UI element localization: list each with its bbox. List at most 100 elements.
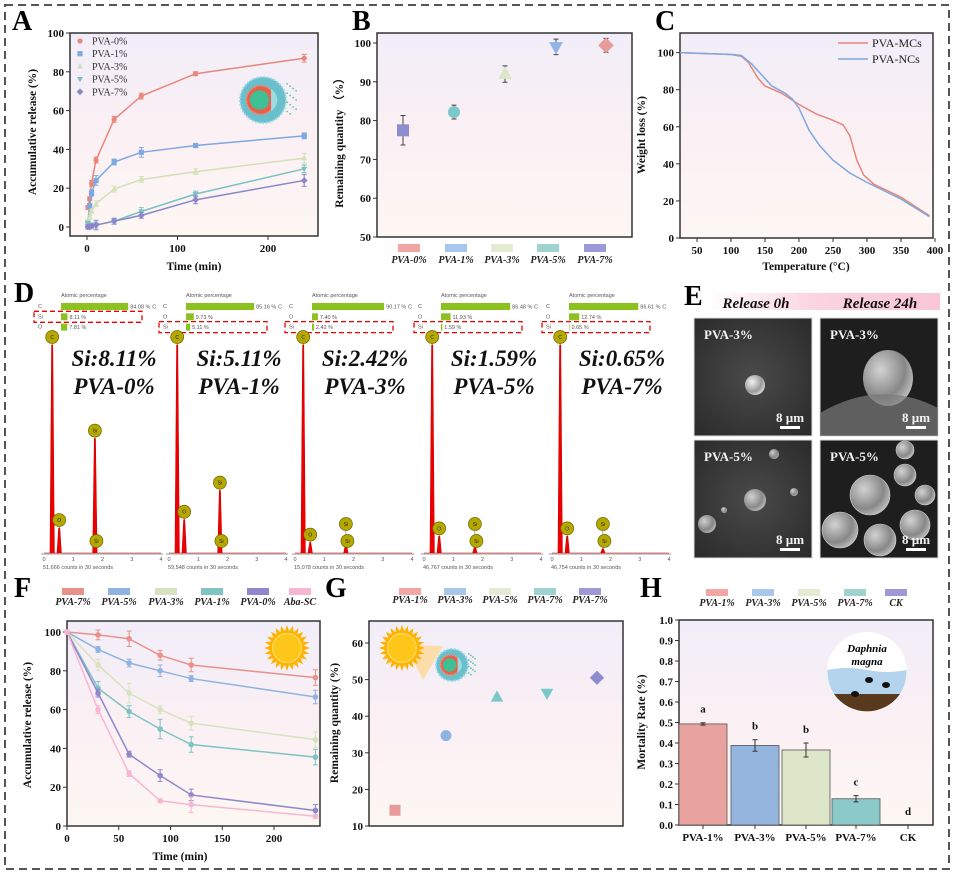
column-header: Release 24h [842, 296, 918, 312]
error-bar [752, 739, 758, 752]
legend-label: PVA-3% [148, 597, 183, 608]
data-point [126, 635, 132, 642]
atomic-percentage-bar [441, 303, 511, 310]
legend-label: PVA-5% [92, 75, 127, 86]
legend-swatch [398, 244, 420, 252]
element-label: C [546, 304, 550, 310]
inset-label: magna [851, 656, 883, 668]
chart-c-tga: 0 20 40 60 80 100 50 100 150 200 250 300 350 400 Tempe… [636, 32, 944, 273]
y-tick-label: 60 [360, 193, 372, 205]
energy-tick-label: 2 [101, 557, 104, 563]
legend-swatch [108, 588, 130, 595]
peak-element-label: O [308, 533, 312, 539]
energy-tick-label: 3 [381, 557, 384, 563]
y-tick-label: 0 [669, 233, 675, 245]
peak-marker [553, 330, 568, 344]
legend-swatch [584, 244, 606, 252]
data-point [111, 116, 117, 122]
atomic-percentage-value: 7.81 % [69, 325, 86, 331]
counts-label: 51,666 counts in 30 seconds [43, 565, 113, 571]
legend-marker [77, 63, 83, 69]
data-point [110, 217, 118, 225]
data-point [138, 93, 144, 99]
energy-tick-label: 0 [422, 557, 425, 563]
data-point [157, 706, 163, 713]
legend-swatch [445, 244, 467, 252]
data-point [188, 801, 194, 808]
scale-bar-label: 8 µm [902, 532, 930, 547]
energy-tick-label: 2 [226, 557, 229, 563]
data-point [312, 807, 319, 814]
x-tick-label: 200 [266, 833, 283, 845]
legend-swatch [752, 589, 774, 596]
data-point [193, 142, 199, 149]
atomic-percentage-header: Atomic percentage [186, 293, 232, 299]
si-content-label: Si:2.42% [322, 346, 408, 371]
legend-label: PVA-0% [240, 597, 275, 608]
data-point [598, 37, 614, 54]
microsphere [849, 474, 891, 516]
data-point [397, 124, 409, 137]
series-PVA-NCs: PVA-NCs [679, 51, 930, 218]
element-label: Si [289, 325, 294, 331]
peak-element-label: Si [218, 481, 222, 487]
y-tick-label: 100 [355, 38, 372, 50]
data-point [157, 772, 163, 779]
data-point [88, 208, 95, 214]
data-point [301, 133, 307, 139]
element-label: C [534, 305, 538, 311]
data-point [95, 646, 101, 653]
error-bar [853, 795, 859, 803]
element-label: C [418, 304, 422, 310]
column-header: Release 0h [721, 296, 789, 312]
panel-label: D [14, 278, 34, 309]
highlight-box [284, 320, 394, 334]
legend-swatch [706, 589, 728, 596]
legend-label: PVA-5% [530, 255, 565, 266]
x-tick-label: 150 [214, 833, 231, 845]
y-tick-label: 100 [45, 627, 62, 639]
y-tick-label: 1.0 [659, 615, 673, 627]
peak-element-label: C [50, 335, 54, 341]
energy-tick-label: 4 [667, 557, 670, 563]
legend-label: PVA-1% [699, 598, 734, 609]
data-point [188, 720, 194, 726]
peak-element-label: Si [344, 522, 348, 528]
highlight-box [33, 310, 143, 323]
energy-tick-label: 2 [609, 557, 612, 563]
atomic-percentage-bar [569, 313, 580, 321]
series-PVA-7%: PVA-7% [76, 87, 308, 231]
legend-label: PVA-7% [577, 255, 612, 266]
data-point [93, 157, 99, 163]
plot-area [376, 32, 633, 238]
significance-letter: a [700, 704, 706, 716]
legend-swatch [444, 588, 466, 595]
data-point [193, 71, 199, 77]
scale-bar [906, 426, 926, 429]
data-point [300, 177, 308, 184]
panel-label: B [352, 6, 371, 37]
x-tick-label: CK [900, 832, 917, 844]
panel-label: C [655, 6, 675, 37]
panel-label: G [325, 573, 347, 604]
peak-element-label: O [182, 510, 186, 516]
y-tick-label: 100 [48, 28, 65, 40]
energy-tick-label: 1 [452, 557, 455, 563]
x-axis-label: Time (min) [166, 261, 221, 273]
microsphere [899, 509, 931, 541]
element-label: Si [38, 314, 43, 320]
data-point [188, 741, 194, 748]
energy-tick-label: 3 [130, 557, 133, 563]
series-line [66, 631, 316, 741]
sun-icon [272, 633, 302, 663]
legend-label: PVA-0% [92, 37, 127, 48]
data-point [157, 797, 163, 804]
microsphere [914, 484, 936, 506]
atomic-percentage-value: 9.73 % [196, 315, 213, 321]
microcapsule-illustration [239, 76, 298, 124]
legend-label: PVA-0% [391, 255, 426, 266]
data-point [389, 804, 401, 816]
energy-tick-label: 1 [580, 557, 583, 563]
data-point [192, 191, 199, 198]
